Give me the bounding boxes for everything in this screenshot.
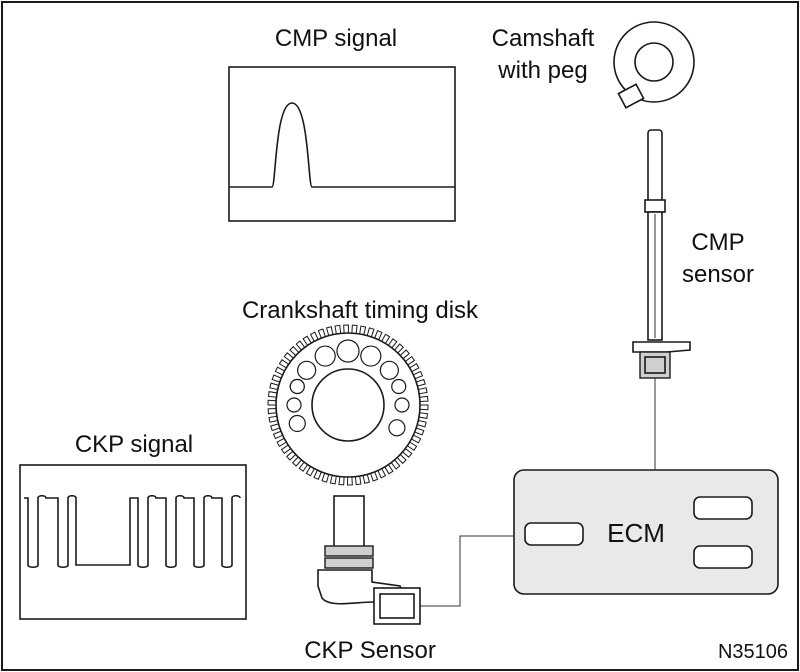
cmp-sensor-icon (632, 129, 691, 470)
disk-hole (288, 414, 306, 433)
disk-tooth (267, 399, 277, 406)
ckp-sensor-icon (317, 495, 421, 625)
disk-tooth (343, 324, 349, 334)
ckp-sensor-label: CKP Sensor (304, 637, 436, 664)
disk-tooth (338, 475, 345, 486)
crank-disk-label: Crankshaft timing disk (242, 297, 479, 324)
disk-tooth (347, 476, 353, 486)
camshaft-with-peg-icon (613, 21, 695, 109)
camshaft-label-line2: with peg (497, 57, 587, 84)
ckp-signal-panel (19, 464, 247, 620)
disk-tooth (267, 407, 277, 415)
ecm-box-icon (513, 469, 779, 595)
ckp-wire (420, 535, 514, 607)
disk-tooth (419, 404, 429, 411)
cmp-sensor-label-line2: sensor (682, 261, 754, 288)
cmp-sensor-label-line1: CMP (691, 229, 744, 256)
disk-hole (297, 360, 317, 380)
ckp-signal-label: CKP signal (75, 431, 193, 458)
disk-tooth (419, 395, 429, 403)
disk-hole (336, 339, 360, 363)
figure-code: N35106 (718, 641, 788, 663)
disk-hole (360, 345, 382, 367)
crankshaft-timing-disk-icon (267, 324, 429, 486)
disk-tooth (351, 324, 358, 335)
disk-hole (286, 397, 302, 413)
disk-hole (388, 419, 406, 437)
camshaft-label-line1: Camshaft (492, 25, 595, 52)
disk-hole (394, 397, 410, 413)
disk-hole (289, 378, 305, 395)
cmp-signal-panel (228, 66, 456, 222)
cmp-signal-label: CMP signal (275, 25, 397, 52)
ecm-label: ECM (607, 518, 665, 548)
disk-hole (391, 378, 407, 395)
disk-hole (314, 345, 336, 367)
disk-hole (379, 360, 399, 380)
